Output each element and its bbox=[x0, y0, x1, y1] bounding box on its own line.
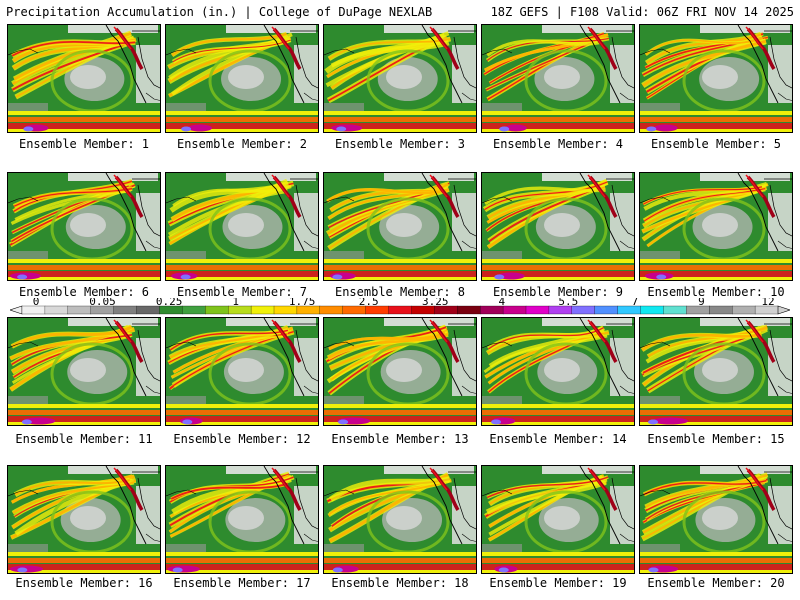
ensemble-panel bbox=[639, 465, 793, 574]
ensemble-panel bbox=[639, 24, 793, 133]
ensemble-panel bbox=[165, 172, 319, 281]
colorbar-swatch bbox=[44, 305, 69, 315]
ensemble-panel bbox=[639, 172, 793, 281]
colorbar-tick-label: 1 bbox=[232, 298, 239, 308]
colorbar-tick-label: 7 bbox=[632, 298, 639, 308]
ensemble-member-label: Ensemble Member: 7 bbox=[176, 285, 308, 299]
ensemble-panel bbox=[481, 465, 635, 574]
ensemble-member-label: Ensemble Member: 3 bbox=[334, 137, 466, 151]
ensemble-panel bbox=[323, 317, 477, 426]
colorbar-swatch bbox=[205, 305, 229, 315]
colorbar-tick-label: 5.5 bbox=[558, 298, 578, 308]
ensemble-panel bbox=[165, 465, 319, 574]
precip-map bbox=[8, 318, 160, 425]
ensemble-member-label: Ensemble Member: 9 bbox=[492, 285, 624, 299]
colorbar-swatch bbox=[640, 305, 664, 315]
ensemble-panel bbox=[7, 172, 161, 281]
precip-map bbox=[640, 318, 792, 425]
colorbar-swatch bbox=[250, 305, 275, 315]
colorbar-swatch bbox=[709, 305, 733, 315]
colorbar-swatch bbox=[663, 305, 687, 315]
ensemble-member-label: Ensemble Member: 6 bbox=[18, 285, 150, 299]
ensemble-panel bbox=[165, 317, 319, 426]
colorbar-swatch bbox=[502, 305, 527, 315]
ensemble-panel bbox=[323, 172, 477, 281]
colorbar-tick-label: 0 bbox=[33, 298, 40, 308]
precip-map bbox=[640, 466, 792, 573]
precip-map bbox=[8, 173, 160, 280]
colorbar-tick-label: 0.25 bbox=[156, 298, 183, 308]
ensemble-panel bbox=[481, 317, 635, 426]
ensemble-member-label: Ensemble Member: 10 bbox=[647, 285, 785, 299]
ensemble-member-label: Ensemble Member: 2 bbox=[176, 137, 308, 151]
colorbar-tick-label: 2.5 bbox=[359, 298, 379, 308]
colorbar-tick-label: 3.25 bbox=[422, 298, 449, 308]
precip-map bbox=[640, 173, 792, 280]
ensemble-member-label: Ensemble Member: 20 bbox=[647, 576, 785, 590]
precip-map bbox=[482, 173, 634, 280]
ensemble-member-label: Ensemble Member: 16 bbox=[15, 576, 153, 590]
colorbar-max-arrow bbox=[777, 305, 790, 315]
colorbar-swatch bbox=[113, 305, 137, 315]
precip-map bbox=[166, 25, 318, 132]
ensemble-panel bbox=[7, 465, 161, 574]
colorbar-legend: 0 0.05 0.25 1 1.75 2.5 3.25 4 5.5 7 9 12 bbox=[10, 298, 790, 315]
ensemble-panel bbox=[481, 172, 635, 281]
colorbar-tick-label: 9 bbox=[698, 298, 705, 308]
colorbar-tick-label: 0.05 bbox=[89, 298, 116, 308]
precip-map bbox=[166, 466, 318, 573]
colorbar-tick-label: 12 bbox=[761, 298, 774, 308]
ensemble-panel bbox=[165, 24, 319, 133]
ensemble-member-label: Ensemble Member: 12 bbox=[173, 432, 311, 446]
colorbar-swatch bbox=[67, 305, 92, 315]
precip-map bbox=[482, 466, 634, 573]
colorbar-swatch bbox=[525, 305, 550, 315]
map-title: Precipitation Accumulation (in.) | Colle… bbox=[6, 5, 433, 19]
precip-map bbox=[324, 25, 476, 132]
colorbar-min-arrow bbox=[10, 305, 23, 315]
colorbar-tick-label: 1.75 bbox=[289, 298, 316, 308]
precip-map bbox=[640, 25, 792, 132]
precip-map bbox=[166, 173, 318, 280]
colorbar-swatch bbox=[182, 305, 206, 315]
colorbar-tick-label: 4 bbox=[499, 298, 506, 308]
precip-map bbox=[166, 318, 318, 425]
precip-map bbox=[8, 466, 160, 573]
ensemble-member-label: Ensemble Member: 13 bbox=[331, 432, 469, 446]
ensemble-member-label: Ensemble Member: 19 bbox=[489, 576, 627, 590]
precip-map bbox=[324, 466, 476, 573]
colorbar-swatch bbox=[457, 305, 481, 315]
ensemble-member-label: Ensemble Member: 18 bbox=[331, 576, 469, 590]
colorbar-swatch bbox=[388, 305, 412, 315]
ensemble-panel bbox=[323, 24, 477, 133]
precip-map bbox=[482, 318, 634, 425]
ensemble-member-label: Ensemble Member: 1 bbox=[18, 137, 150, 151]
ensemble-member-label: Ensemble Member: 8 bbox=[334, 285, 466, 299]
ensemble-panel bbox=[481, 24, 635, 133]
ensemble-panel bbox=[639, 317, 793, 426]
ensemble-panel bbox=[323, 465, 477, 574]
ensemble-member-label: Ensemble Member: 14 bbox=[489, 432, 627, 446]
colorbar-swatch bbox=[319, 305, 344, 315]
ensemble-member-label: Ensemble Member: 17 bbox=[173, 576, 311, 590]
ensemble-member-label: Ensemble Member: 15 bbox=[647, 432, 785, 446]
ensemble-member-label: Ensemble Member: 5 bbox=[650, 137, 782, 151]
precip-map bbox=[482, 25, 634, 132]
ensemble-panel bbox=[7, 317, 161, 426]
precip-map bbox=[8, 25, 160, 132]
colorbar-swatch bbox=[594, 305, 619, 315]
ensemble-member-label: Ensemble Member: 4 bbox=[492, 137, 624, 151]
ensemble-panel bbox=[7, 24, 161, 133]
colorbar-swatch bbox=[732, 305, 756, 315]
precip-map bbox=[324, 173, 476, 280]
ensemble-member-label: Ensemble Member: 11 bbox=[15, 432, 153, 446]
precip-map bbox=[324, 318, 476, 425]
run-valid-time: 18Z GEFS | F108 Valid: 06Z FRI NOV 14 20… bbox=[490, 5, 794, 19]
